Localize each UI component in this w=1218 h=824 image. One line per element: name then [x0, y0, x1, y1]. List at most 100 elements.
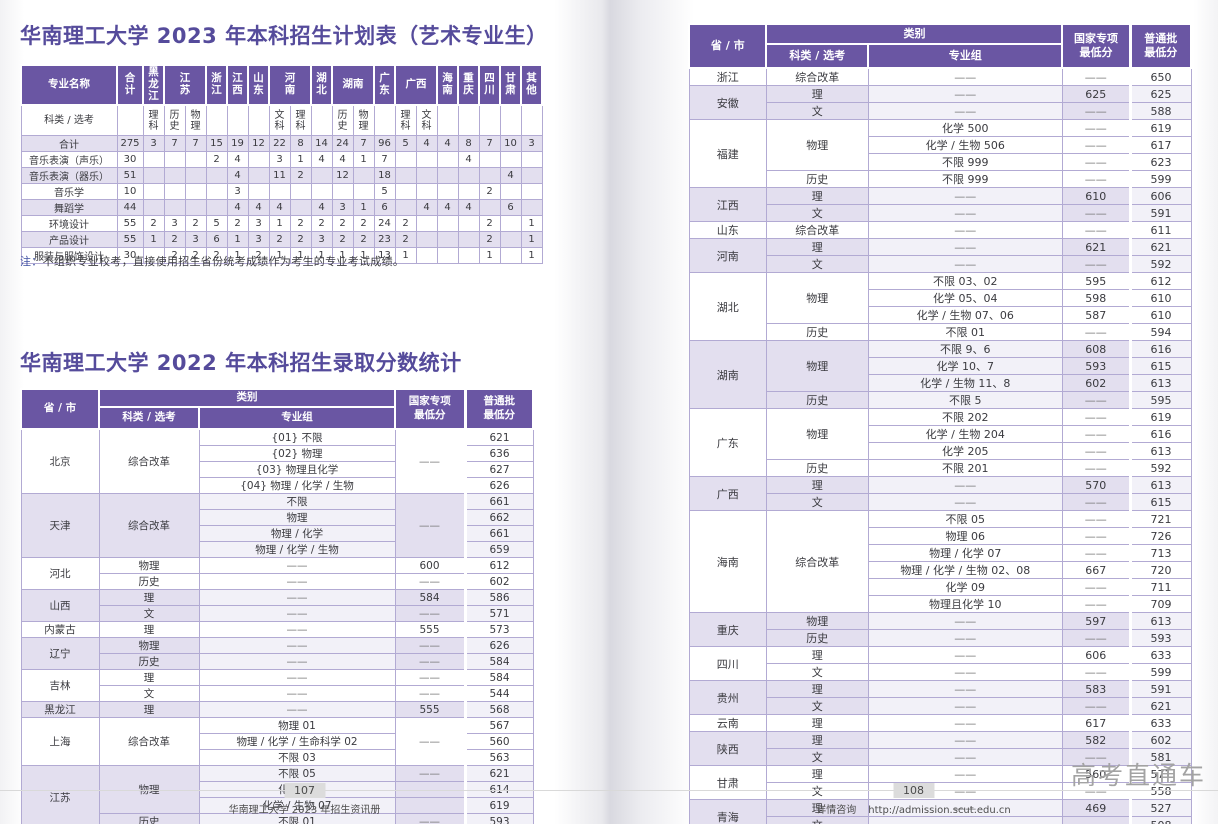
plan-count-cell [415, 151, 438, 168]
subject-type-header: 历 史 [331, 104, 354, 136]
plan-count-cell: 1 [352, 199, 375, 216]
major-name-cell: 合计 [20, 135, 118, 152]
national-min-column-header: 国家专项 最低分 [1061, 23, 1132, 69]
major-group-cell: —— [867, 748, 1063, 766]
page-number-left: 107 [284, 783, 325, 798]
province-cell: 湖北 [688, 272, 767, 341]
regular-min-cell: 527 [1128, 799, 1192, 817]
plan-count-cell [142, 183, 165, 200]
plan-province-header: 浙 江 [205, 64, 228, 106]
major-group-cell: —— [867, 663, 1063, 681]
regular-min-cell: 602 [1128, 731, 1192, 749]
plan-count-cell: 2 [352, 231, 375, 248]
footer-caption-right: 详情咨询 http://admission.scut.edu.cn [816, 801, 1010, 816]
regular-min-cell: 615 [1128, 357, 1192, 375]
regular-min-cell: 611 [1128, 221, 1192, 239]
province-cell: 河北 [20, 557, 100, 590]
national-min-cell: 598 [1061, 289, 1131, 307]
national-min-cell: 555 [394, 621, 466, 638]
major-group-cell: 不限 9、6 [867, 340, 1063, 358]
subject-type-cell: 文 [98, 685, 200, 702]
national-min-cell: 595 [1061, 272, 1131, 290]
plan-count-cell: 4 [247, 199, 270, 216]
regular-min-cell: 599 [1128, 170, 1192, 188]
plan-count-cell: 1 [352, 151, 375, 168]
regular-min-cell: 594 [1128, 323, 1192, 341]
major-group-cell: —— [867, 714, 1063, 732]
plan-count-cell: 4 [226, 199, 249, 216]
score-row: 广东 物理 不限 202 —— 619 [688, 408, 1192, 477]
regular-min-cell: 615 [1128, 493, 1192, 511]
plan-count-cell: 10 [499, 135, 522, 152]
plan-count-cell: 15 [205, 135, 228, 152]
plan-count-cell [205, 167, 228, 184]
plan-count-cell [205, 199, 228, 216]
plan-count-cell: 275 [116, 135, 144, 152]
plan-count-cell: 4 [331, 151, 354, 168]
page-right: 省 / 市类别 国家专项 最低分 普通批 最低分 科类 / 选考 专业组 浙江 综合改革 ——… [609, 0, 1218, 824]
major-group-cell: 不限 03、02 [867, 272, 1063, 290]
subject-type-header [478, 104, 501, 136]
plan-count-cell: 2 [352, 215, 375, 232]
score-row: 云南理 —— 617 633 [688, 714, 1192, 732]
regular-min-cell: 721 [1128, 510, 1192, 528]
major-group-cell: —— [198, 669, 396, 686]
subject-type-cell: 文 [765, 102, 869, 120]
regular-min-cell: 558 [1128, 782, 1192, 800]
national-min-cell: —— [1061, 204, 1131, 222]
plan-count-cell: 2 [478, 231, 501, 248]
major-group-cell: 不限 05 [867, 510, 1063, 528]
major-group-cell: —— [198, 701, 396, 718]
national-min-cell: —— [394, 605, 466, 622]
score-row: 文 —— —— 588 [689, 102, 1192, 120]
score-row: 文 —— —— 591 [689, 204, 1192, 222]
plan-count-cell: 3 [226, 183, 249, 200]
subject-type-header [520, 104, 543, 136]
note-label: 注： [20, 255, 43, 268]
subject-type-cell: 物理 [98, 637, 200, 654]
major-group-cell: —— [867, 646, 1063, 664]
major-group-cell: —— [867, 680, 1063, 698]
regular-min-cell: 560 [463, 733, 534, 750]
regular-min-cell: 619 [1128, 119, 1192, 137]
national-min-cell: 621 [1061, 238, 1131, 256]
national-min-cell: —— [1061, 221, 1131, 239]
major-group-cell: 不限 5 [867, 391, 1063, 409]
regular-min-cell: 726 [1128, 527, 1192, 545]
plan-count-cell [415, 183, 438, 200]
plan-count-cell [184, 167, 207, 184]
plan-note: 注：不组织专业校考，直接使用招生省份统考成绩作为考生的专业考试成绩。 [20, 253, 404, 269]
page-left: 华南理工大学 2023 年本科招生计划表（艺术专业生） 专业名称合 计黑 龙 江… [0, 24, 609, 824]
subject-type-cell: 文 [765, 816, 869, 824]
plan-count-cell [310, 183, 333, 200]
contact-label: 详情咨询 [816, 805, 857, 816]
subject-type-cell: 综合改革 [98, 428, 200, 494]
plan-subject-row: 科类 / 选考理 科历 史物 理文 科理 科历 史物 理理 科文 科 [20, 104, 543, 136]
subject-type-cell: 文 [765, 493, 869, 511]
plan-row: 音乐表演（器乐） 51 4 11 2 12 18 4 [20, 167, 543, 184]
subject-type-cell: 文 [765, 697, 869, 715]
major-group-cell: —— [198, 653, 396, 670]
major-group-cell: —— [198, 573, 396, 590]
major-group-cell: —— [867, 765, 1063, 783]
plan-count-cell: 4 [457, 151, 480, 168]
plan-count-cell [478, 167, 501, 184]
province-cell: 上海 [20, 717, 100, 766]
score-table-left: 省 / 市类别 国家专项 最低分 普通批 最低分 科类 / 选考 专业组 北京 综合改革 {0… [20, 388, 534, 824]
subject-type-header [499, 104, 522, 136]
plan-province-header: 四 川 [478, 64, 501, 106]
plan-count-cell: 2 [289, 167, 312, 184]
group-column-header: 专业组 [198, 406, 396, 430]
national-min-cell: —— [394, 428, 466, 494]
national-min-cell: —— [1061, 255, 1131, 273]
province-cell: 安徽 [688, 85, 767, 120]
plan-count-cell: 7 [163, 135, 186, 152]
plan-table: 专业名称合 计黑 龙 江江 苏浙 江江 西山 东河 南湖 北湖南广 东广西海 南… [20, 64, 543, 264]
national-min-cell: —— [394, 653, 466, 670]
plan-count-cell [520, 183, 543, 200]
plan-count-cell: 1 [520, 231, 543, 248]
score-row: 河南理 —— 621 621 [688, 238, 1192, 273]
score-row: 四川理 —— 606 633 [688, 646, 1192, 681]
major-group-cell: 化学 09 [867, 578, 1063, 596]
regular-min-cell: 584 [463, 669, 534, 686]
